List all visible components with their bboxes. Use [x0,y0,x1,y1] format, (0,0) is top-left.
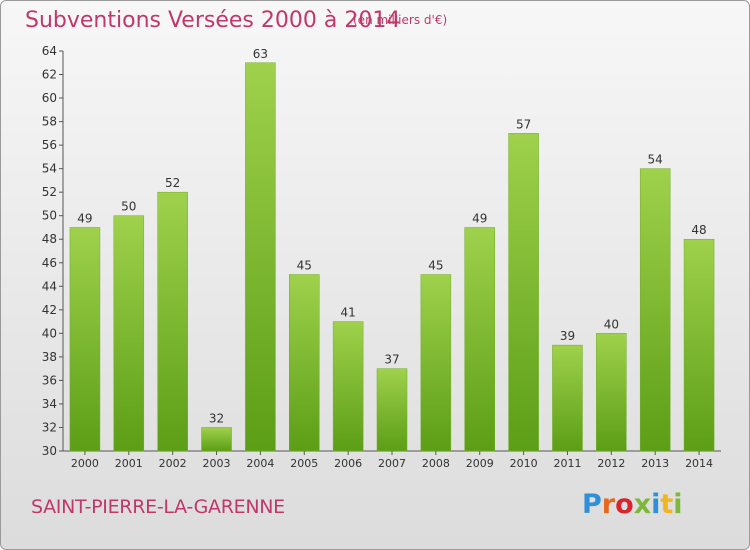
y-tick-label: 38 [42,350,57,364]
bar [376,368,408,452]
y-tick-label: 46 [42,256,57,270]
y-tick-label: 36 [42,373,57,387]
logo-letter: P [582,489,602,520]
y-tick-label: 44 [42,279,57,293]
x-tick-label: 2008 [422,457,450,470]
logo-letter: r [601,489,616,520]
bar [508,133,539,452]
y-tick-label: 48 [42,232,57,246]
bar [289,274,320,452]
y-tick-label: 62 [42,68,57,82]
x-tick-label: 2004 [246,457,274,470]
bar [420,274,452,452]
bar-value-label: 41 [340,306,355,320]
proxiti-logo: Proxiti [582,489,683,520]
logo-letter: i [651,489,661,520]
bar-value-label: 37 [384,353,399,367]
bar [332,321,364,452]
x-tick-label: 2002 [159,457,187,470]
bar-series: 49 50 52 32 63 45 41 37 45 49 57 39 40 54 48 [69,47,715,452]
chart-title: Subventions Versées 2000 à 2014 [25,8,401,33]
chart-subtitle: (en milliers d'€) [353,13,448,27]
x-tick-label: 2006 [334,457,362,470]
bar-value-label: 63 [253,47,268,61]
bar [596,333,627,452]
bar-value-label: 49 [472,211,487,225]
x-tick-label: 2009 [466,457,494,470]
bar [552,344,583,452]
x-tick-label: 2003 [203,457,231,470]
y-tick-label: 56 [42,138,57,152]
bar-value-label: 54 [648,153,663,167]
bar-value-label: 50 [121,200,136,214]
y-tick-label: 50 [42,209,57,223]
bar [639,168,671,452]
x-tick-label: 2011 [553,457,581,470]
y-tick-label: 34 [42,397,57,411]
commune-name: SAINT-PIERRE-LA-GARENNE [31,496,285,518]
bar [245,62,276,452]
logo-letter: x [633,489,652,520]
bar [69,227,101,452]
bar [683,238,715,452]
bar [201,427,232,452]
y-tick-label: 40 [42,326,57,340]
y-tick-label: 60 [42,91,57,105]
bar-value-label: 48 [691,223,706,237]
bar-value-label: 40 [604,317,619,331]
bar [113,215,145,452]
logo-letter: o [615,489,634,520]
bar-value-label: 52 [165,176,180,190]
bar-value-label: 45 [428,259,443,273]
x-tick-label: 2014 [685,457,713,470]
bar [157,191,188,452]
x-tick-label: 2007 [378,457,406,470]
y-tick-label: 54 [42,162,57,176]
x-tick-label: 2010 [510,457,538,470]
bar [464,227,495,452]
x-tick-label: 2001 [115,457,143,470]
y-tick-label: 64 [42,44,57,58]
y-tick-label: 52 [42,185,57,199]
bar-value-label: 45 [297,259,312,273]
bar-value-label: 49 [77,211,92,225]
x-tick-label: 2013 [641,457,669,470]
x-tick-label: 2000 [71,457,99,470]
x-tick-label: 2012 [597,457,625,470]
logo-letter: t [660,489,674,520]
bar-value-label: 32 [209,411,224,425]
y-tick-label: 30 [42,444,57,458]
logo-letter: i [673,489,683,520]
bar-value-label: 39 [560,329,575,343]
y-tick-label: 58 [42,115,57,129]
chart-axes: 30 32 34 36 38 40 42 44 46 48 50 52 54 56 58 60 62 64 2000… [42,44,721,470]
y-tick-label: 32 [42,420,57,434]
bar-value-label: 57 [516,117,531,131]
x-tick-label: 2005 [290,457,318,470]
y-tick-label: 42 [42,303,57,317]
